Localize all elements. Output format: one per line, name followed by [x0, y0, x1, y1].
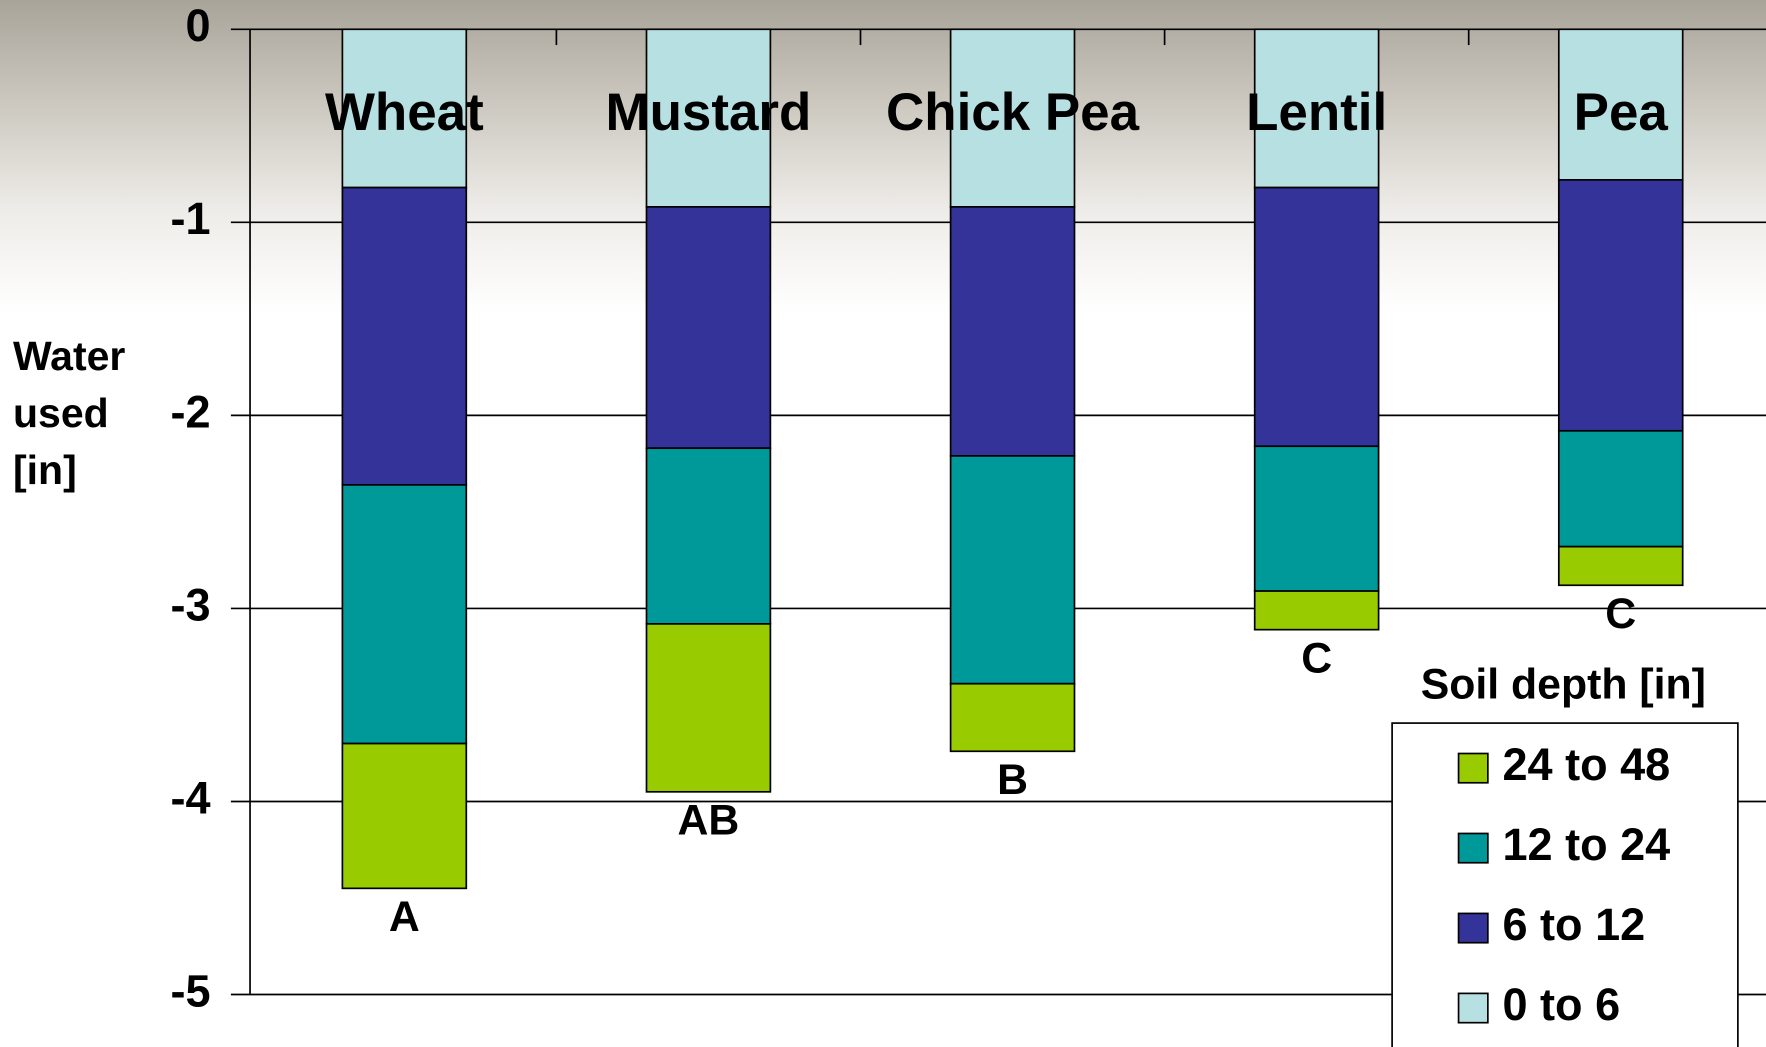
legend-label: 12 to 24 — [1502, 819, 1670, 870]
bar-segment — [342, 744, 466, 889]
y-tick-label: -2 — [171, 386, 211, 437]
category-label: Wheat — [325, 83, 484, 142]
bar-segment — [951, 207, 1075, 456]
page: 0 -1 -2 -3 -4 -5 Wheat A Mustard AB Chick Pea B Lent… — [0, 0, 1766, 1047]
legend-title: Soil depth [in] — [1421, 660, 1706, 708]
y-axis-label: Water used [in] — [13, 328, 143, 499]
legend-swatch — [1459, 833, 1488, 862]
annotation: C — [1605, 590, 1636, 638]
bar-segment — [951, 684, 1075, 752]
bar-segment — [1255, 591, 1379, 630]
bar-segment — [1559, 431, 1683, 547]
category-label: Lentil — [1246, 83, 1387, 142]
y-tick-label: 0 — [186, 0, 211, 51]
category-label: Pea — [1574, 83, 1669, 142]
bar-segment — [1255, 188, 1379, 447]
bar-segment — [646, 624, 770, 792]
bar-segment — [1559, 180, 1683, 431]
annotation: AB — [678, 797, 740, 845]
bar-segment — [342, 485, 466, 744]
legend-swatch — [1459, 913, 1488, 942]
bar-segment — [1559, 547, 1683, 586]
legend-swatch — [1459, 753, 1488, 782]
y-tick-label: -3 — [171, 579, 211, 630]
chart: 0 -1 -2 -3 -4 -5 Wheat A Mustard AB Chick Pea B Lent… — [0, 0, 1766, 1047]
bar-segment — [646, 448, 770, 624]
legend-label: 24 to 48 — [1502, 739, 1670, 790]
bar-segment — [1255, 446, 1379, 591]
bar-segment — [342, 188, 466, 485]
bar-segment — [951, 456, 1075, 684]
bar-segment — [646, 207, 770, 448]
annotation: A — [389, 893, 420, 941]
legend-label: 6 to 12 — [1502, 899, 1645, 950]
category-label: Mustard — [606, 83, 812, 142]
y-tick-label: -1 — [171, 193, 211, 244]
category-label: Chick Pea — [886, 83, 1140, 142]
legend-label: 0 to 6 — [1502, 979, 1620, 1030]
legend-swatch — [1459, 993, 1488, 1022]
y-tick-label: -4 — [171, 772, 211, 823]
annotation: B — [997, 756, 1028, 804]
annotation: C — [1301, 634, 1332, 682]
y-tick-label: -5 — [171, 965, 211, 1016]
